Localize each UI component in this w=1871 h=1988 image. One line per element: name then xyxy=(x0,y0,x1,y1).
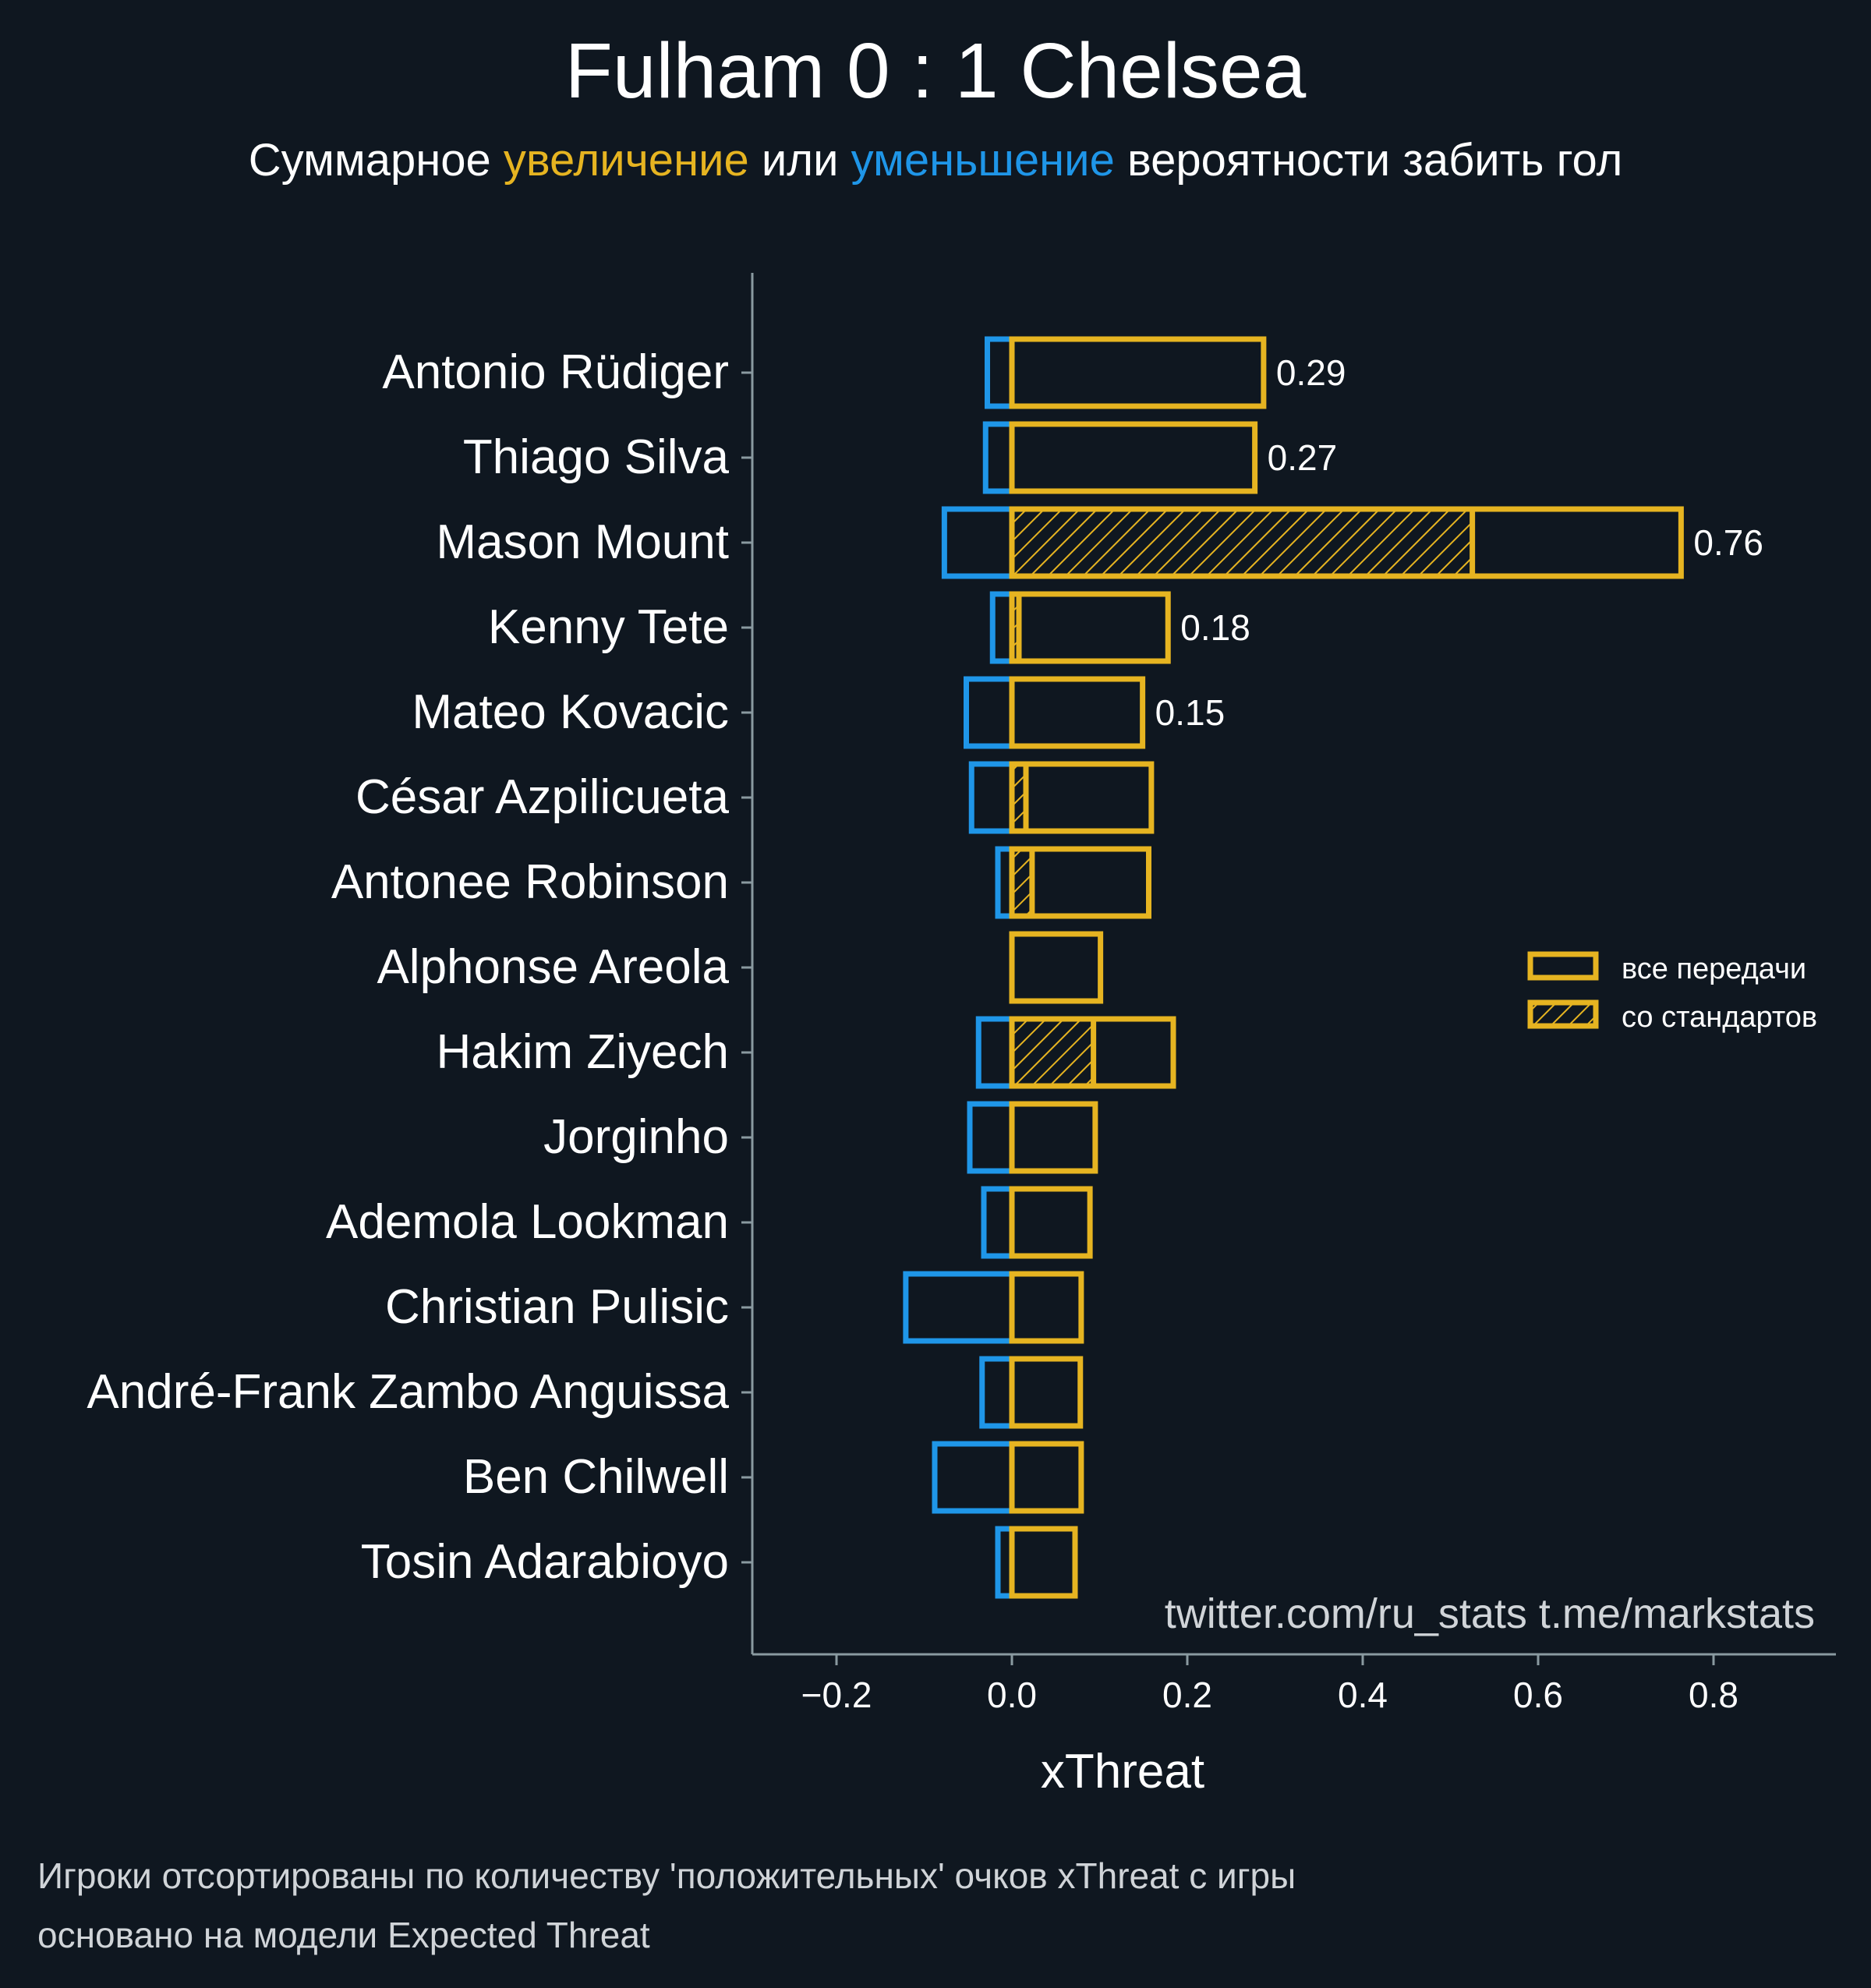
bars-layer: 0.29 0.27 0.76 0.18 0.15 xyxy=(903,336,1763,1599)
player-row: 0.29 xyxy=(985,336,1346,409)
player-row xyxy=(981,1186,1093,1259)
player-row: 0.27 xyxy=(982,421,1338,494)
bar-set-piece xyxy=(1009,846,1035,919)
bar-positive xyxy=(1009,421,1258,494)
x-ticks: −0.2 0.0 0.2 0.4 0.6 0.8 xyxy=(801,1654,1738,1715)
player-row xyxy=(995,846,1151,919)
bar-positive xyxy=(1009,1101,1098,1174)
bar-positive xyxy=(1009,591,1171,664)
bar-positive xyxy=(1009,1441,1084,1514)
bar-positive xyxy=(1009,676,1146,749)
player-name-label: André-Frank Zambo Anguissa xyxy=(87,1365,729,1419)
chart-title: Fulham 0 : 1 Chelsea xyxy=(565,27,1307,115)
player-row xyxy=(995,1526,1078,1599)
player-row xyxy=(932,1441,1084,1514)
bar-positive xyxy=(1009,336,1267,409)
legend-swatch-setpiece xyxy=(1527,999,1599,1029)
bar-positive xyxy=(1009,1016,1176,1089)
player-name-label: Ademola Lookman xyxy=(326,1195,729,1249)
bar-positive xyxy=(1009,506,1684,579)
player-row: 0.15 xyxy=(964,676,1226,749)
player-name-label: César Azpilicueta xyxy=(355,770,730,824)
subtitle-part1: Суммарное xyxy=(249,135,504,186)
bar-positive xyxy=(1009,1356,1084,1429)
bar-value-label: 0.15 xyxy=(1155,692,1226,733)
bar-value-label: 0.29 xyxy=(1276,352,1346,393)
player-row xyxy=(968,761,1155,834)
watermark: twitter.com/ru_stats t.me/markstats xyxy=(1165,1590,1815,1637)
bar-positive xyxy=(1009,931,1104,1004)
footer-note-1: Игроки отсортированы по количеству 'поло… xyxy=(37,1855,1296,1896)
legend-swatch-all xyxy=(1527,951,1599,981)
player-row xyxy=(967,1101,1098,1174)
x-tick-label: 0.2 xyxy=(1162,1675,1212,1715)
subtitle-part2: или xyxy=(749,135,851,186)
x-tick-label: 0.8 xyxy=(1689,1675,1738,1715)
player-name-label: Ben Chilwell xyxy=(463,1450,729,1504)
player-name-label: Mason Mount xyxy=(436,515,729,569)
bar-positive xyxy=(1009,1526,1078,1599)
player-name-label: Christian Pulisic xyxy=(385,1280,729,1334)
player-row: 0.76 xyxy=(941,506,1763,579)
player-name-label: Mateo Kovacic xyxy=(412,685,729,739)
bar-value-label: 0.27 xyxy=(1268,437,1338,478)
player-row xyxy=(1009,931,1104,1004)
bar-set-piece xyxy=(1009,506,1476,579)
x-tick-label: 0.6 xyxy=(1513,1675,1563,1715)
chart-subtitle: Суммарное увеличение или уменьшение веро… xyxy=(249,135,1623,186)
player-name-label: Antonee Robinson xyxy=(331,855,729,909)
subtitle-part3: вероятности забить гол xyxy=(1115,135,1622,186)
x-axis-label: xThreat xyxy=(1041,1745,1204,1799)
subtitle-increase: увеличение xyxy=(504,135,749,186)
player-name-label: Jorginho xyxy=(543,1110,729,1164)
player-row: 0.18 xyxy=(989,591,1250,664)
legend-label-all: все передачи xyxy=(1622,953,1806,985)
y-tick-labels: Antonio Rüdiger Thiago Silva Mason Mount Ke… xyxy=(87,345,752,1589)
player-name-label: Kenny Tete xyxy=(488,600,729,654)
legend: все передачи со стандартов xyxy=(1527,951,1817,1034)
player-row xyxy=(975,1016,1176,1089)
player-name-label: Tosin Adarabioyo xyxy=(361,1535,729,1589)
subtitle-decrease: уменьшение xyxy=(851,135,1115,186)
player-row xyxy=(979,1356,1084,1429)
x-tick-label: 0.0 xyxy=(987,1675,1037,1715)
bar-positive xyxy=(1009,846,1151,919)
bar-positive xyxy=(1009,1271,1084,1344)
bar-positive xyxy=(1009,1186,1093,1259)
bar-set-piece xyxy=(1009,1016,1097,1089)
player-name-label: Thiago Silva xyxy=(463,430,730,484)
footer-note-2: основано на модели Expected Threat xyxy=(37,1915,650,1955)
player-name-label: Antonio Rüdiger xyxy=(382,345,729,399)
player-name-label: Alphonse Areola xyxy=(377,940,729,994)
player-row xyxy=(903,1271,1084,1344)
x-tick-label: 0.4 xyxy=(1338,1675,1388,1715)
bar-value-label: 0.18 xyxy=(1180,607,1250,648)
bar-positive xyxy=(1009,761,1155,834)
legend-label-setpiece: со стандартов xyxy=(1622,1001,1817,1034)
x-tick-label: −0.2 xyxy=(801,1675,872,1715)
bar-value-label: 0.76 xyxy=(1693,522,1763,563)
player-name-label: Hakim Ziyech xyxy=(436,1025,729,1079)
